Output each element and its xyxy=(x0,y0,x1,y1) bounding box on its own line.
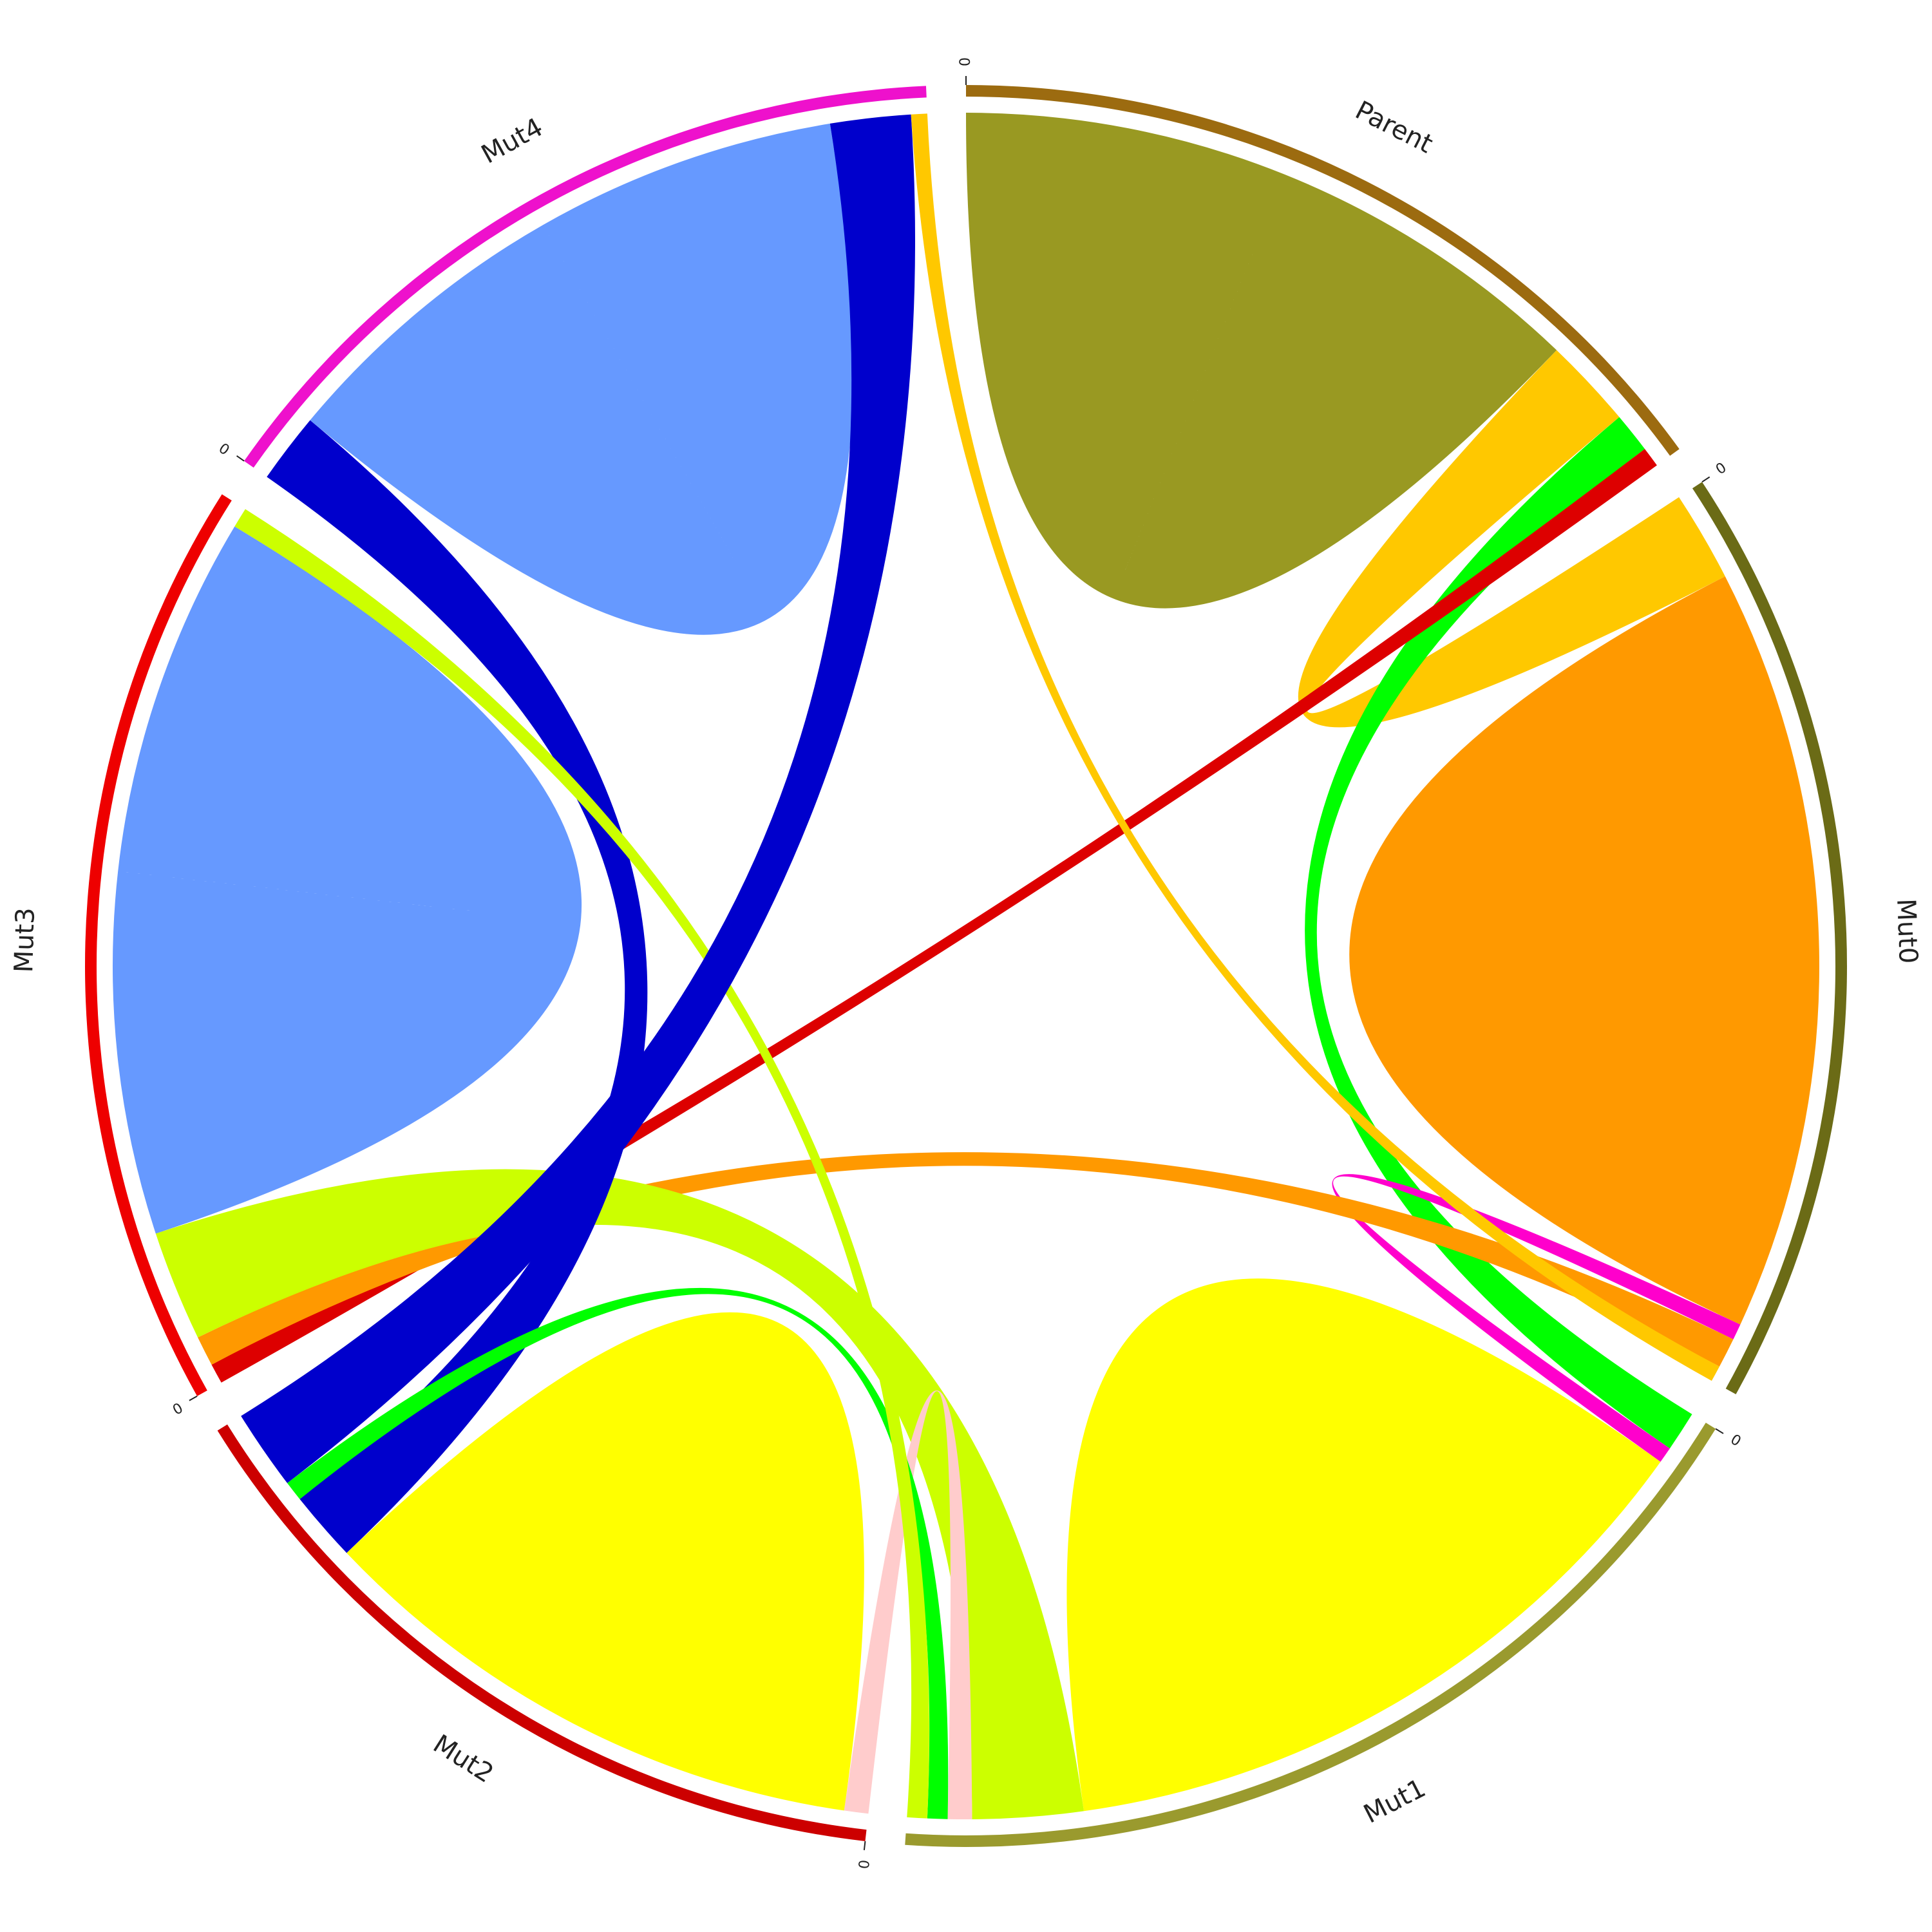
chord-link-parent-parent xyxy=(966,113,1557,609)
sector-label-mut1: Mut1 xyxy=(1359,1774,1430,1830)
sector-tick-label-mut4: 0 xyxy=(216,439,233,457)
sector-tick-label-mut2: 0 xyxy=(855,1859,871,1870)
sector-tick-label-mut0: 0 xyxy=(1713,460,1729,478)
sector-label-parent: Parent xyxy=(1350,95,1437,159)
sector-label-mut2: Mut2 xyxy=(428,1729,498,1789)
chord-link-mut2-mut4 xyxy=(267,420,648,1553)
chord-link-mut0-mut0 xyxy=(1349,576,1819,1325)
chord-link-mut1-mut1 xyxy=(1066,1278,1661,1812)
sector-track-mut3 xyxy=(84,494,232,1396)
chord-link-mut3-mut3 xyxy=(113,526,582,1234)
sector-tick-mut1 xyxy=(1715,1428,1724,1434)
sector-tick-label-mut3: 0 xyxy=(169,1399,185,1417)
sector-label-mut0: Mut0 xyxy=(1891,898,1923,965)
sector-label-mut4: Mut4 xyxy=(477,113,548,170)
chord-link-mut1-mut2 xyxy=(844,1390,972,1819)
sector-tick-mut0 xyxy=(1701,476,1710,483)
chord-link-mut4-mut2 xyxy=(241,114,916,1483)
chord-link-mut2-mut2 xyxy=(346,1312,864,1811)
chord-link-mut1-mut3 xyxy=(155,1169,1084,1819)
chord-ribbons xyxy=(113,113,1819,1819)
sector-tick-mut3 xyxy=(189,1396,198,1401)
sector-tracks xyxy=(84,85,1847,1848)
sector-tick-label-mut1: 0 xyxy=(1727,1432,1743,1450)
sector-tick-label-parent: 0 xyxy=(958,57,974,66)
chord-link-parent-mut0 xyxy=(1298,350,1725,728)
sector-track-mut0 xyxy=(1692,482,1847,1395)
sector-label-mut3: Mut3 xyxy=(9,907,41,973)
sector-tick-mut4 xyxy=(236,455,245,462)
sector-tick-mut2 xyxy=(863,1841,866,1851)
chord-link-mut4-mut4 xyxy=(310,123,854,635)
